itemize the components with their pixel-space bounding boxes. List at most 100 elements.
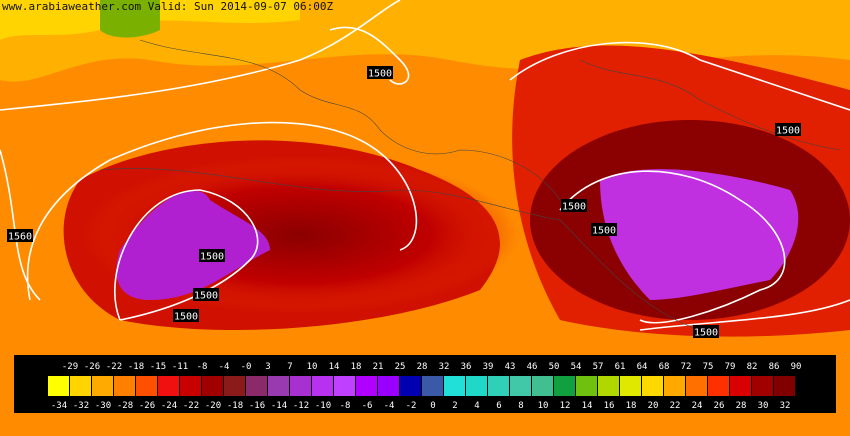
legend-top-label: 18 [351, 362, 362, 372]
legend-bottom-label: 26 [714, 401, 725, 411]
legend-swatch [774, 376, 795, 396]
legend-top-label: 28 [417, 362, 428, 372]
contour-label: 1500 [194, 291, 218, 302]
legend-swatch [224, 376, 245, 396]
legend-bottom-label: -26 [139, 401, 155, 411]
legend-bottom-label: -14 [271, 401, 287, 411]
legend-swatch [422, 376, 443, 396]
legend-top-label: 72 [681, 362, 692, 372]
legend-swatch [290, 376, 311, 396]
legend-bottom-label: -6 [362, 401, 373, 411]
contour-label-box [199, 249, 225, 262]
legend-swatch [752, 376, 773, 396]
legend-top-label: 39 [483, 362, 494, 372]
legend-bottom-label: 20 [648, 401, 659, 411]
contour-label: 1500 [174, 312, 198, 323]
legend-swatch [246, 376, 267, 396]
coastlines [99, 39, 841, 331]
legend-top-label: -0 [241, 362, 252, 372]
legend-swatch [334, 376, 355, 396]
legend-top-label: 25 [395, 362, 406, 372]
contour-label-box [193, 288, 219, 301]
legend-swatch [488, 376, 509, 396]
contour-label: 1500 [592, 226, 616, 237]
legend-swatch [312, 376, 333, 396]
legend-bottom-label: 24 [692, 401, 703, 411]
contour-label-box [7, 229, 33, 242]
legend-bottom-label: -22 [183, 401, 199, 411]
legend-swatch [730, 376, 751, 396]
contour-labels: 1500 1500 1500 1500 1500 1500 1500 1560 1500 [7, 66, 801, 339]
hot-core [600, 169, 799, 300]
legend-swatch [202, 376, 223, 396]
legend-bottom-label: -32 [73, 401, 89, 411]
legend-bottom-label: 22 [670, 401, 681, 411]
legend-swatch [466, 376, 487, 396]
legend-swatch [378, 376, 399, 396]
legend-swatch [48, 376, 69, 396]
legend: -29 -26 -22 -18 -15 -11 -8 -4 -0 3 7 10 14 18 21 25 28 32… [48, 362, 801, 411]
contour-label: 1500 [562, 202, 586, 213]
legend-top-label: 57 [593, 362, 604, 372]
legend-swatch [158, 376, 179, 396]
legend-top-label: 75 [703, 362, 714, 372]
contour-label: 1500 [368, 69, 392, 80]
legend-top-label: 36 [461, 362, 472, 372]
legend-swatch [180, 376, 201, 396]
contour-label-box [173, 309, 199, 322]
legend-top-label: -18 [128, 362, 144, 372]
legend-swatch [92, 376, 113, 396]
legend-swatch [664, 376, 685, 396]
contour-label-box [591, 223, 617, 236]
legend-swatch [510, 376, 531, 396]
legend-swatch [598, 376, 619, 396]
legend-bottom-label: -30 [95, 401, 111, 411]
legend-top-label: 32 [439, 362, 450, 372]
legend-bottom-label: -28 [117, 401, 133, 411]
legend-swatch [114, 376, 135, 396]
legend-top-label: -22 [106, 362, 122, 372]
legend-top-label: -26 [84, 362, 100, 372]
legend-top-label: 10 [307, 362, 318, 372]
legend-bottom-label: -10 [315, 401, 331, 411]
legend-swatch [554, 376, 575, 396]
legend-top-label: 68 [659, 362, 670, 372]
legend-bottom-label: 4 [474, 401, 479, 411]
legend-swatch [444, 376, 465, 396]
legend-top-label: 3 [265, 362, 270, 372]
contour-label: 1500 [694, 328, 718, 339]
legend-top-label: 90 [791, 362, 802, 372]
header-text: www.arabiaweather.com Valid: Sun 2014-09… [2, 0, 334, 13]
legend-swatch [356, 376, 377, 396]
legend-bottom-label: -8 [340, 401, 351, 411]
legend-bottom-label: -4 [384, 401, 395, 411]
legend-bottom-label: 18 [626, 401, 637, 411]
legend-top-label: 79 [725, 362, 736, 372]
legend-top-label: -8 [197, 362, 208, 372]
legend-top-label: 14 [329, 362, 340, 372]
legend-bottom-label: 0 [430, 401, 435, 411]
legend-bottom-label: -2 [406, 401, 417, 411]
contour-label: 1500 [776, 126, 800, 137]
legend-swatch [642, 376, 663, 396]
legend-swatch [136, 376, 157, 396]
legend-top-label: 64 [637, 362, 648, 372]
contour-label: 1560 [8, 232, 32, 243]
legend-swatch [532, 376, 553, 396]
legend-bottom-label: 16 [604, 401, 615, 411]
legend-bottom-label: 12 [560, 401, 571, 411]
legend-swatch [686, 376, 707, 396]
legend-swatch [708, 376, 729, 396]
legend-swatch [70, 376, 91, 396]
legend-top-label: 7 [287, 362, 292, 372]
legend-bottom-label: -24 [161, 401, 177, 411]
contour-label-box [367, 66, 393, 79]
legend-top-label: 43 [505, 362, 516, 372]
legend-bottom-label: -16 [249, 401, 265, 411]
legend-top-label: -4 [219, 362, 230, 372]
legend-top-label: 86 [769, 362, 780, 372]
legend-bottom-label: -20 [205, 401, 221, 411]
legend-top-label: 61 [615, 362, 626, 372]
